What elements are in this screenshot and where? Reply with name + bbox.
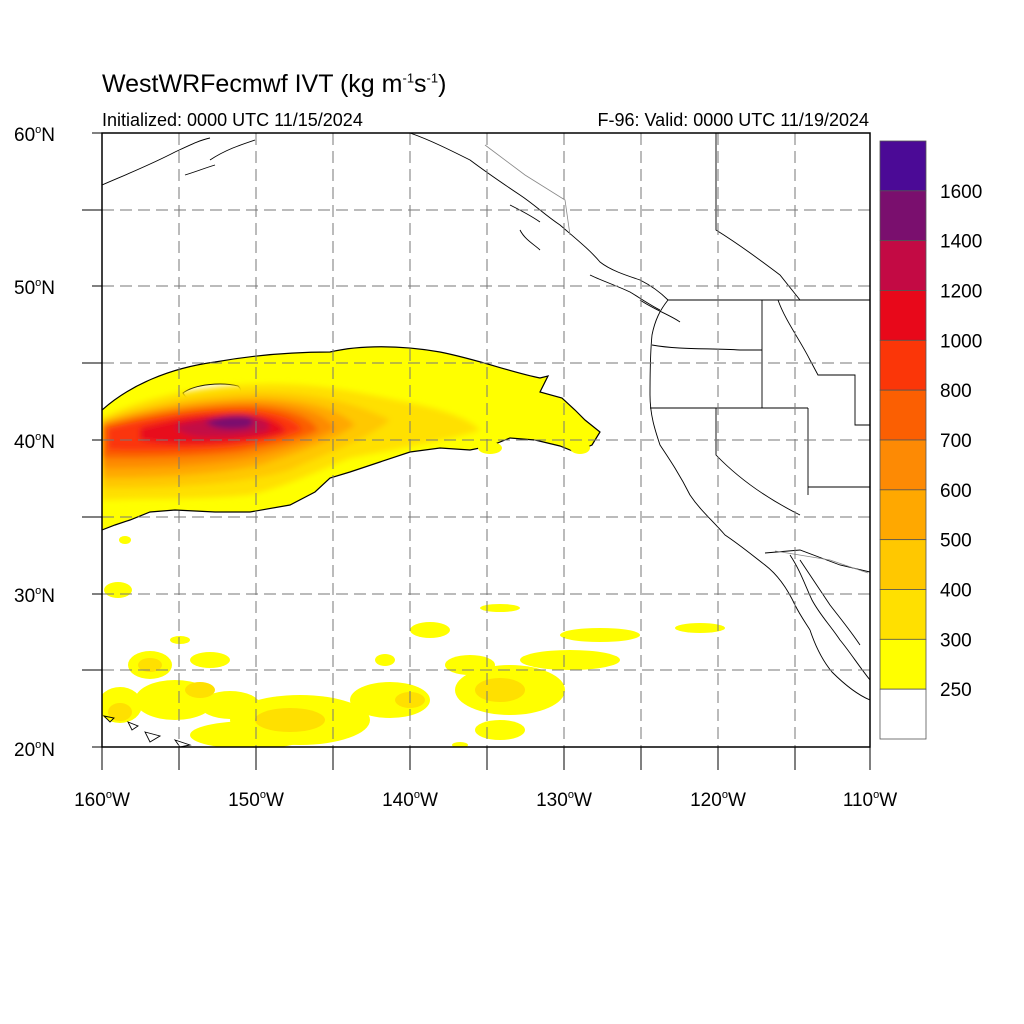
hawaii: [102, 715, 192, 747]
colorbar-label: 300: [940, 630, 972, 651]
colorbar-label: 250: [940, 680, 972, 701]
colorbar-swatch: [879, 539, 927, 590]
ivt-contour-250: [102, 346, 601, 531]
baja-california: [789, 554, 870, 701]
colorbar-label: 800: [940, 381, 972, 402]
colorbar-swatch: [879, 140, 927, 192]
lon-label-160: 160oW: [74, 789, 130, 811]
colorbar-label: 1600: [940, 182, 982, 203]
id-border: [761, 299, 870, 426]
colorbar-label: 600: [940, 481, 972, 502]
colorbar-swatch: [879, 638, 927, 690]
lat-label-30: 30oN: [14, 585, 55, 607]
ut-az-border: [807, 408, 870, 495]
lon-labels: 160oW 150oW 140oW 130oW 120oW 110oW: [74, 789, 897, 811]
lat-labels: 60oN 50oN 40oN 30oN 20oN: [14, 124, 55, 761]
alaska-coast: [102, 133, 669, 301]
lon-label-140: 140oW: [382, 789, 438, 811]
lat-label-40: 40oN: [14, 431, 55, 453]
ivt-field: [102, 346, 725, 747]
bc-islands: [509, 204, 681, 323]
ivt-band-1400: [205, 415, 254, 430]
thin-borders: [484, 144, 869, 574]
colorbar-swatch: [879, 439, 927, 491]
colorbar-swatch: [879, 389, 927, 441]
colorbar-swatch: [879, 688, 927, 740]
colorbar-swatch: [879, 190, 927, 242]
colorbar-swatch: [879, 240, 927, 291]
mt-border: [715, 133, 801, 301]
colorbar-label: 400: [940, 581, 972, 602]
colorbar-label: 700: [940, 431, 972, 452]
tick-marks: [82, 132, 871, 770]
lon-label-130: 130oW: [536, 789, 592, 811]
lon-label-150: 150oW: [228, 789, 284, 811]
wa-or-border: [651, 344, 762, 351]
colorbar-label: 1000: [940, 331, 982, 352]
colorbar-swatch: [879, 339, 927, 391]
ivt-tropical-patches: [102, 442, 725, 747]
lat-label-60: 60oN: [14, 124, 55, 146]
lon-label-120: 120oW: [690, 789, 746, 811]
colorbar-label: 1400: [940, 232, 982, 253]
us-west-coast: [649, 299, 811, 631]
colorbar-swatch: [879, 589, 927, 640]
gulf-california: [799, 559, 861, 646]
colorbar-swatch: [879, 489, 927, 541]
state-borders: [650, 133, 870, 573]
valid-time-label: F-96: Valid: 0000 UTC 11/19/2024: [597, 110, 870, 130]
nv-border: [715, 408, 801, 516]
graticule: [102, 133, 870, 747]
colorbar-swatch: [879, 290, 927, 341]
init-time-label: Initialized: 0000 UTC 11/15/2024: [102, 110, 363, 130]
lat-label-50: 50oN: [14, 277, 55, 299]
colorbar: 1600 1400 1200 1000 800 700 600 500 400 300 250: [879, 140, 982, 740]
lat-label-20: 20oN: [14, 739, 55, 761]
colorbar-label: 500: [940, 531, 972, 552]
colorbar-label: 1200: [940, 282, 982, 303]
map-title: WestWRFecmwf IVT (kg m-1s-1): [102, 70, 447, 98]
coastlines: [102, 133, 870, 747]
lon-label-110: 110oW: [843, 789, 897, 811]
